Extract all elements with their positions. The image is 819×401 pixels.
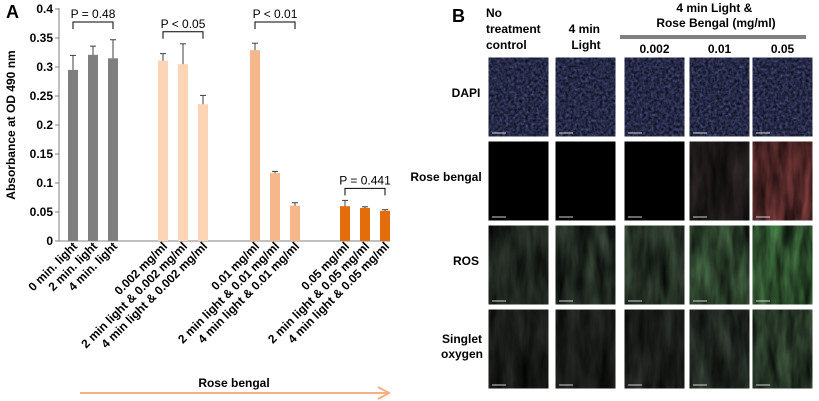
col-header-group: 4 min Light & Rose Bengal (mg/ml) (656, 1, 775, 30)
panel-b-letter: B (452, 6, 465, 26)
micrograph-tile (554, 140, 617, 222)
micrograph-tile (751, 224, 814, 306)
p-value-annotation: P < 0.01 (253, 7, 298, 21)
significance-bracket (162, 31, 204, 39)
col-sub-header: 0.05 (771, 42, 795, 56)
y-tick-label: 0.2 (36, 118, 53, 132)
panel-a-letter: A (6, 2, 19, 22)
micrograph-tile (623, 56, 686, 138)
significance-bracket (254, 21, 296, 29)
micrograph-tile (554, 308, 617, 390)
bar (198, 104, 208, 242)
bar (88, 54, 98, 241)
col-sub-headers: 0.002 0.01 0.05 (639, 42, 794, 56)
micrograph-tile (554, 224, 617, 306)
col-sub-header: 0.002 (639, 42, 669, 56)
bar (290, 205, 300, 241)
micrograph-tile (487, 224, 550, 306)
micrograph-tile (688, 56, 751, 138)
y-tick-label: 0 (46, 234, 53, 248)
rose-bengal-arrow-head (377, 386, 392, 400)
p-value-annotation: P = 0.441 (339, 173, 391, 187)
bar (360, 207, 370, 241)
significance-brackets: P = 0.48 P < 0.05 P < 0.01 P = 0.441 (71, 7, 391, 196)
bar (250, 50, 260, 242)
micrograph-tile (688, 224, 751, 306)
significance-bracket (72, 21, 114, 29)
microscopy-grid (487, 56, 814, 390)
row-labels: DAPI Rose bengal ROS Singlet oxygen (410, 86, 483, 361)
micrograph-tile (487, 308, 550, 390)
bar (158, 60, 168, 242)
col-header-no-treatment: No treatment control (486, 6, 544, 52)
micrograph-tile (623, 308, 686, 390)
panel-b: B No treatment control 4 min Light 4 min… (410, 1, 814, 390)
micrograph-tile (487, 140, 550, 222)
micrograph-tile (688, 308, 751, 390)
col-header-4min-light: 4 min Light (569, 22, 604, 52)
bar (270, 173, 280, 241)
bar (68, 69, 78, 242)
p-value-annotation: P < 0.05 (161, 17, 206, 31)
y-tick-label: 0.35 (30, 31, 54, 45)
micrograph-tile (751, 308, 814, 390)
row-label: Singlet oxygen (441, 332, 483, 361)
y-tick-label: 0.1 (36, 176, 53, 190)
y-tick-label: 0.05 (30, 205, 54, 219)
bar (340, 206, 350, 241)
row-label: DAPI (452, 86, 481, 100)
micrograph-tile (688, 140, 751, 222)
micrograph-tile (751, 56, 814, 138)
panel-a: A Absorbance at OD 490 nm 0 0.05 0.1 0.15 0.… (4, 2, 392, 400)
rose-bengal-arrow-label: Rose bengal (198, 376, 269, 390)
y-tick-label: 0.3 (36, 60, 53, 74)
y-tick-label: 0.15 (30, 147, 54, 161)
bars (68, 39, 390, 242)
micrograph-tile (554, 56, 617, 138)
col-sub-header: 0.01 (708, 42, 732, 56)
significance-bracket (344, 187, 386, 196)
micrograph-tile (751, 140, 814, 222)
micrograph-tile (623, 224, 686, 306)
y-tick-label: 0.25 (30, 89, 54, 103)
micrograph-tile (623, 140, 686, 222)
p-value-annotation: P = 0.48 (71, 7, 116, 21)
bar (108, 58, 118, 241)
bar (380, 210, 390, 241)
y-axis-label: Absorbance at OD 490 nm (4, 50, 18, 199)
row-label: Rose bengal (410, 170, 481, 184)
y-axis: 0 0.05 0.1 0.15 0.2 0.25 0.3 0.35 0.4 (30, 2, 59, 248)
y-tick-label: 0.4 (36, 2, 53, 16)
micrograph-tile (487, 56, 550, 138)
bar (178, 64, 188, 241)
row-label: ROS (453, 254, 479, 268)
